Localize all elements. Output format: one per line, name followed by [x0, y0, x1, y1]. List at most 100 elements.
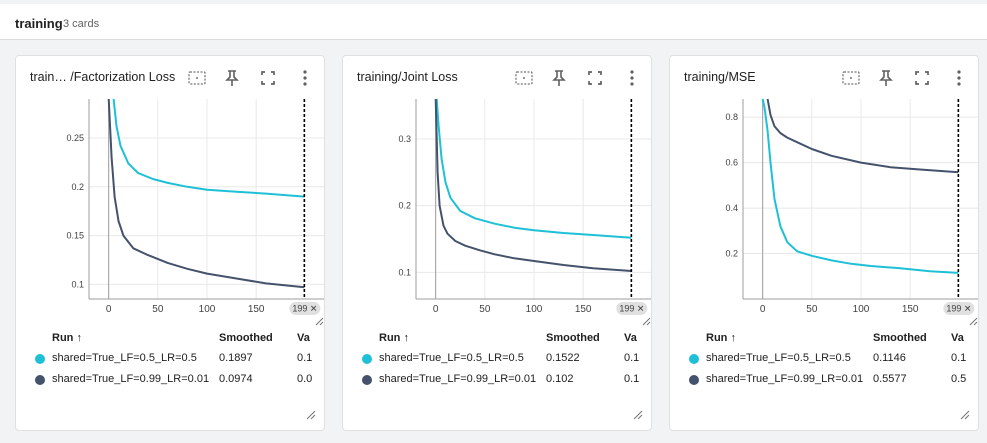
run-smoothed-value: 0.1146: [873, 352, 906, 364]
group-card-count: 3 cards: [63, 18, 100, 30]
fit-domain-icon[interactable]: [186, 67, 208, 89]
card-group-header[interactable]: training 3 cards: [0, 4, 987, 40]
step-badge-label: 199 ✕: [946, 304, 971, 314]
run-name: shared=True_LF=0.5_LR=0.5: [379, 352, 524, 364]
chart-resize-handle[interactable]: [969, 317, 978, 326]
run-value: 0.5: [951, 373, 967, 385]
card-title: training/Joint Loss: [357, 70, 458, 84]
step-badge[interactable]: [616, 302, 648, 315]
x-tick-label: 50: [152, 304, 164, 315]
fullscreen-icon[interactable]: [584, 67, 606, 89]
run-value: 0.1: [624, 373, 640, 385]
run-name: shared=True_LF=0.99_LR=0.01: [52, 373, 210, 385]
y-tick-label: 0.1: [398, 267, 411, 277]
run-name: shared=True_LF=0.5_LR=0.5: [52, 352, 197, 364]
column-header-smoothed[interactable]: Smoothed: [546, 332, 600, 344]
run-name: shared=True_LF=0.99_LR=0.01: [379, 373, 537, 385]
y-tick-label: 0.15: [66, 231, 84, 241]
group-title: training: [15, 16, 63, 31]
table-row[interactable]: shared=True_LF=0.99_LR=0.01 0.5577 0.5: [670, 370, 978, 390]
line-chart[interactable]: 0.3 0.2 0.1 0 50 100 150 199 ✕: [343, 56, 651, 326]
run-smoothed-value: 0.1897: [219, 352, 253, 364]
card-resize-handle[interactable]: [306, 410, 316, 420]
table-row[interactable]: shared=True_LF=0.5_LR=0.5 0.1146 0.1: [670, 349, 978, 369]
line-chart[interactable]: 0.8 0.6 0.4 0.2 0 50 100 150 199 ✕: [670, 56, 978, 326]
scalar-card: training/Joint Loss 0.3 0.2 0.1 0 50 100 150 199…: [342, 55, 652, 431]
y-tick-label: 0.1: [71, 279, 84, 289]
fullscreen-icon[interactable]: [911, 67, 933, 89]
card-title: train… /Factorization Loss: [30, 70, 176, 84]
run-value: 0.1: [297, 352, 313, 364]
x-tick-label: 0: [760, 304, 766, 315]
more-vert-icon[interactable]: [948, 67, 970, 89]
card-title: training/MSE: [684, 70, 756, 84]
x-tick-label: 150: [575, 304, 592, 315]
run-value: 0.1: [951, 352, 967, 364]
more-vert-icon[interactable]: [294, 67, 316, 89]
x-tick-label: 100: [853, 304, 870, 315]
column-header-run[interactable]: Run ↑: [52, 332, 82, 344]
scalar-card: training/MSE 0.8 0.6 0.4 0.2 0 50 100 150 199 ✕ Ru…: [669, 55, 979, 431]
series-line-1: [112, 98, 305, 198]
pin-icon[interactable]: [221, 67, 243, 89]
x-tick-label: 0: [106, 304, 112, 315]
table-row[interactable]: shared=True_LF=0.99_LR=0.01 0.102 0.1: [343, 370, 651, 390]
fit-domain-icon[interactable]: [840, 67, 862, 89]
series-line-1: [761, 98, 959, 274]
x-tick-label: 100: [199, 304, 216, 315]
y-tick-label: 0.4: [725, 203, 738, 213]
column-header-smoothed[interactable]: Smoothed: [219, 332, 273, 344]
run-smoothed-value: 0.102: [546, 373, 574, 385]
run-color-dot: [689, 354, 699, 364]
run-color-dot: [362, 375, 372, 385]
more-vert-icon[interactable]: [621, 67, 643, 89]
x-tick-label: 50: [479, 304, 491, 315]
step-badge-label: 199 ✕: [619, 304, 644, 314]
pin-icon[interactable]: [875, 67, 897, 89]
chart-resize-handle[interactable]: [315, 317, 324, 326]
table-row[interactable]: shared=True_LF=0.5_LR=0.5 0.1897 0.1: [16, 349, 324, 369]
run-color-dot: [689, 375, 699, 385]
line-chart[interactable]: 0.25 0.2 0.15 0.1 0 50 100 150 199 ✕: [16, 56, 324, 326]
step-badge[interactable]: [943, 302, 975, 315]
column-header-value[interactable]: Va: [297, 332, 310, 344]
column-header-run[interactable]: Run ↑: [706, 332, 736, 344]
y-tick-label: 0.8: [725, 112, 738, 122]
run-value: 0.1: [624, 352, 640, 364]
fit-domain-icon[interactable]: [513, 67, 535, 89]
x-tick-label: 150: [248, 304, 265, 315]
run-name: shared=True_LF=0.5_LR=0.5: [706, 352, 851, 364]
y-tick-label: 0.2: [398, 201, 411, 211]
pin-icon[interactable]: [548, 67, 570, 89]
card-resize-handle[interactable]: [633, 410, 643, 420]
series-line-2: [107, 98, 305, 289]
column-header-value[interactable]: Va: [624, 332, 637, 344]
run-value: 0.0: [297, 373, 313, 385]
run-smoothed-value: 0.0974: [219, 373, 253, 385]
y-tick-label: 0.6: [725, 158, 738, 168]
table-row[interactable]: shared=True_LF=0.5_LR=0.5 0.1522 0.1: [343, 349, 651, 369]
card-resize-handle[interactable]: [960, 410, 970, 420]
fullscreen-icon[interactable]: [257, 67, 279, 89]
x-tick-label: 100: [526, 304, 543, 315]
run-name: shared=True_LF=0.99_LR=0.01: [706, 373, 864, 385]
series-line-2: [434, 98, 632, 272]
step-badge[interactable]: [289, 302, 321, 315]
column-header-smoothed[interactable]: Smoothed: [873, 332, 927, 344]
column-header-value[interactable]: Va: [951, 332, 964, 344]
x-tick-label: 150: [902, 304, 919, 315]
step-badge-label: 199 ✕: [292, 304, 317, 314]
y-tick-label: 0.2: [725, 249, 738, 259]
column-header-run[interactable]: Run ↑: [379, 332, 409, 344]
series-line-1: [435, 98, 632, 239]
run-color-dot: [35, 354, 45, 364]
table-row[interactable]: shared=True_LF=0.99_LR=0.01 0.0974 0.0: [16, 370, 324, 390]
run-color-dot: [35, 375, 45, 385]
y-tick-label: 0.3: [398, 134, 411, 144]
run-color-dot: [362, 354, 372, 364]
chart-resize-handle[interactable]: [642, 317, 651, 326]
run-smoothed-value: 0.1522: [546, 352, 580, 364]
series-line-2: [766, 98, 959, 174]
y-tick-label: 0.2: [71, 182, 84, 192]
x-tick-label: 0: [433, 304, 439, 315]
